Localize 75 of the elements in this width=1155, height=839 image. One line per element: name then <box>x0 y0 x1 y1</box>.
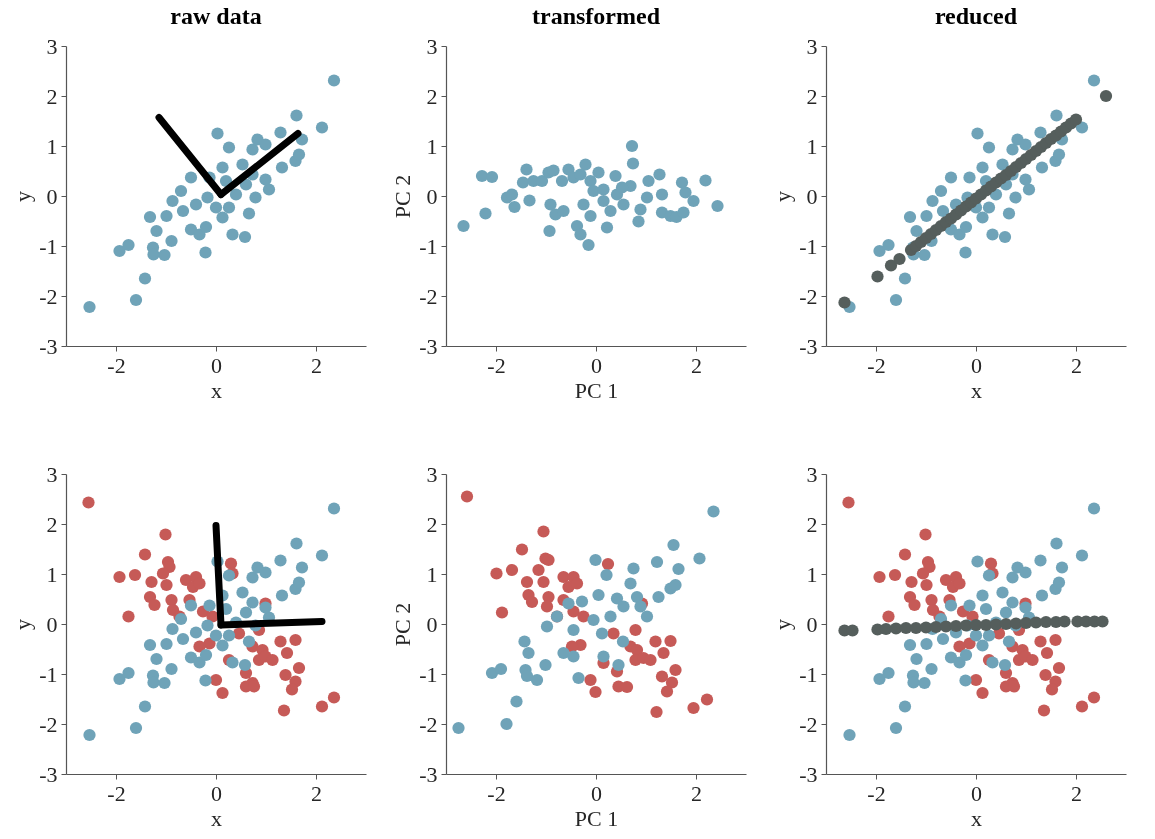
y-tick-label: 1 <box>426 133 438 159</box>
x-tick-label: -2 <box>107 352 126 378</box>
x-axis-title: x <box>211 805 222 831</box>
y-tick-label: 2 <box>46 83 58 109</box>
x-tick-label: 0 <box>211 352 222 378</box>
y-tick-label: -1 <box>39 233 58 259</box>
x-axis-title: PC 1 <box>574 805 619 831</box>
y-tick-label: -3 <box>39 333 58 359</box>
y-tick-label: -2 <box>799 711 818 737</box>
x-axis-title: PC 1 <box>574 377 619 403</box>
x-axis-title: x <box>971 377 982 403</box>
x-tick-label: 0 <box>591 352 602 378</box>
y-tick-label: 3 <box>46 33 58 59</box>
x-tick-label: 0 <box>971 780 982 806</box>
y-tick-label: 3 <box>426 461 438 487</box>
y-tick-label: -2 <box>419 711 438 737</box>
y-tick-label: -3 <box>799 761 818 787</box>
y-tick-label: 0 <box>426 611 438 637</box>
x-tick-label: 0 <box>211 780 222 806</box>
y-tick-label: 3 <box>806 33 818 59</box>
y-axis-title: y <box>770 619 796 630</box>
chart-title: raw data <box>170 3 262 29</box>
y-tick-label: 0 <box>806 183 818 209</box>
y-tick-label: -2 <box>419 283 438 309</box>
y-tick-label: 1 <box>46 133 58 159</box>
y-tick-label: 0 <box>46 611 58 637</box>
x-tick-label: 2 <box>691 780 702 806</box>
y-tick-label: 3 <box>46 461 58 487</box>
x-tick-label: -2 <box>487 352 506 378</box>
y-tick-label: 0 <box>46 183 58 209</box>
x-tick-label: -2 <box>487 780 506 806</box>
y-tick-label: -1 <box>419 661 438 687</box>
chart-title: transformed <box>532 3 661 29</box>
y-tick-label: -2 <box>39 283 58 309</box>
x-tick-label: 2 <box>691 352 702 378</box>
y-tick-label: 3 <box>426 33 438 59</box>
y-tick-label: -3 <box>39 761 58 787</box>
y-tick-label: -1 <box>39 661 58 687</box>
y-tick-label: 1 <box>806 133 818 159</box>
y-axis-title: y <box>770 191 796 202</box>
y-tick-label: 2 <box>806 83 818 109</box>
y-tick-label: -2 <box>799 283 818 309</box>
y-axis-title: PC 2 <box>390 602 416 647</box>
y-tick-label: 1 <box>46 561 58 587</box>
x-tick-label: -2 <box>867 780 886 806</box>
y-axis-title: PC 2 <box>390 174 416 219</box>
x-tick-label: 2 <box>1071 780 1082 806</box>
y-tick-label: 2 <box>426 511 438 537</box>
y-axis-title: y <box>10 619 36 630</box>
y-tick-label: 1 <box>426 561 438 587</box>
y-tick-label: 2 <box>426 83 438 109</box>
y-tick-label: -3 <box>419 333 438 359</box>
x-tick-label: 2 <box>311 352 322 378</box>
y-tick-label: -3 <box>799 333 818 359</box>
y-tick-label: -1 <box>419 233 438 259</box>
y-tick-label: -1 <box>799 661 818 687</box>
y-tick-label: 3 <box>806 461 818 487</box>
x-tick-label: -2 <box>107 780 126 806</box>
y-tick-label: 2 <box>46 511 58 537</box>
y-tick-label: -1 <box>799 233 818 259</box>
y-tick-label: 1 <box>806 561 818 587</box>
x-tick-label: -2 <box>867 352 886 378</box>
x-tick-label: 2 <box>1071 352 1082 378</box>
y-tick-label: 0 <box>806 611 818 637</box>
x-axis-title: x <box>971 805 982 831</box>
y-tick-label: 0 <box>426 183 438 209</box>
y-tick-label: -3 <box>419 761 438 787</box>
y-tick-label: -2 <box>39 711 58 737</box>
x-tick-label: 2 <box>311 780 322 806</box>
x-tick-label: 0 <box>591 780 602 806</box>
x-axis-title: x <box>211 377 222 403</box>
x-tick-label: 0 <box>971 352 982 378</box>
y-axis-title: y <box>10 191 36 202</box>
y-tick-label: 2 <box>806 511 818 537</box>
chart-title: reduced <box>934 3 1018 29</box>
